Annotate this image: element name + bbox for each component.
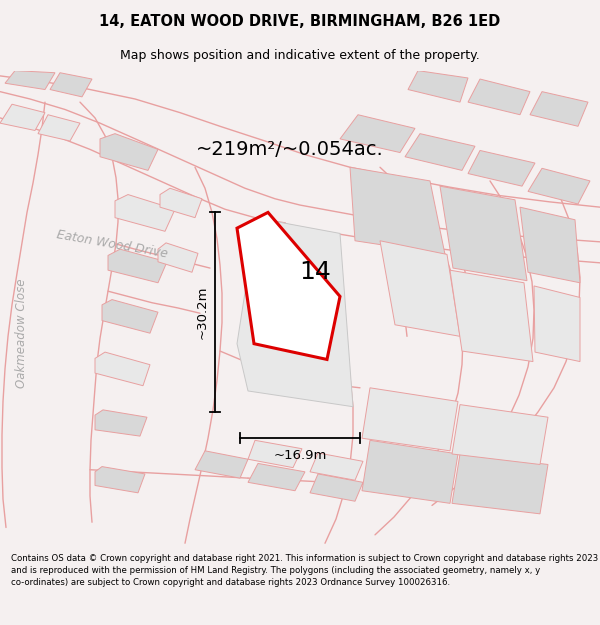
- Text: ~30.2m: ~30.2m: [196, 286, 209, 339]
- Polygon shape: [362, 388, 458, 451]
- Polygon shape: [95, 410, 147, 436]
- Polygon shape: [350, 168, 445, 254]
- Polygon shape: [237, 213, 340, 359]
- Polygon shape: [468, 79, 530, 115]
- Polygon shape: [468, 151, 535, 186]
- Polygon shape: [362, 441, 458, 503]
- Polygon shape: [310, 474, 363, 501]
- Text: Eaton Wood Drive: Eaton Wood Drive: [55, 228, 168, 260]
- Polygon shape: [38, 115, 80, 141]
- Polygon shape: [115, 194, 175, 231]
- Polygon shape: [248, 441, 302, 468]
- Polygon shape: [310, 453, 363, 480]
- Polygon shape: [95, 352, 150, 386]
- Polygon shape: [248, 463, 305, 491]
- Polygon shape: [108, 249, 167, 282]
- Polygon shape: [195, 451, 248, 478]
- Polygon shape: [50, 72, 92, 97]
- Polygon shape: [450, 270, 533, 361]
- Polygon shape: [237, 217, 353, 407]
- Polygon shape: [440, 186, 527, 281]
- Polygon shape: [408, 71, 468, 102]
- Polygon shape: [100, 134, 158, 171]
- Polygon shape: [380, 241, 460, 336]
- Text: 14, EATON WOOD DRIVE, BIRMINGHAM, B26 1ED: 14, EATON WOOD DRIVE, BIRMINGHAM, B26 1E…: [100, 14, 500, 29]
- Polygon shape: [534, 286, 580, 361]
- Text: Map shows position and indicative extent of the property.: Map shows position and indicative extent…: [120, 49, 480, 62]
- Polygon shape: [452, 454, 548, 514]
- Text: Oakmeadow Close: Oakmeadow Close: [16, 279, 29, 388]
- Text: ~16.9m: ~16.9m: [274, 449, 326, 461]
- Polygon shape: [452, 404, 548, 464]
- Polygon shape: [160, 188, 202, 218]
- Text: Contains OS data © Crown copyright and database right 2021. This information is : Contains OS data © Crown copyright and d…: [11, 554, 598, 587]
- Polygon shape: [520, 207, 580, 282]
- Polygon shape: [340, 115, 415, 152]
- Polygon shape: [5, 71, 55, 89]
- Polygon shape: [530, 92, 588, 126]
- Text: ~219m²/~0.054ac.: ~219m²/~0.054ac.: [196, 140, 384, 159]
- Polygon shape: [95, 467, 145, 493]
- Polygon shape: [0, 104, 45, 131]
- Polygon shape: [102, 299, 158, 333]
- Text: 14: 14: [299, 260, 331, 284]
- Polygon shape: [405, 134, 475, 171]
- Polygon shape: [528, 168, 590, 204]
- Polygon shape: [158, 243, 198, 272]
